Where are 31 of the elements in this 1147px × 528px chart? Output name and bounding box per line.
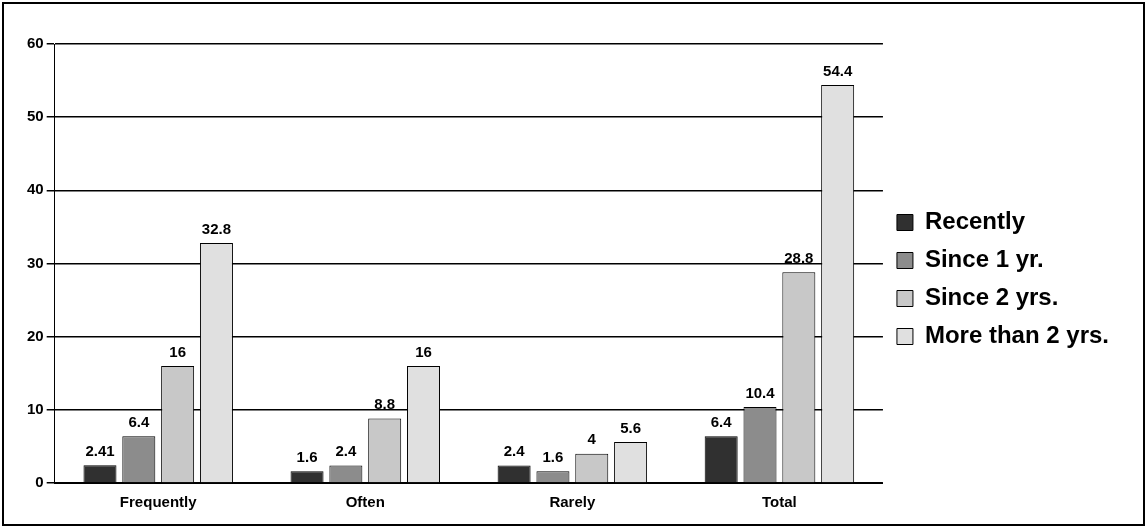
- data-label: 4: [587, 430, 597, 448]
- y-tick-label: 20: [27, 326, 44, 344]
- legend-label: More than 2 yrs.: [924, 321, 1110, 349]
- x-tick-label: Frequently: [119, 493, 198, 511]
- data-label: 1.6: [542, 447, 564, 465]
- data-label: 16: [415, 342, 432, 360]
- data-label: 32.8: [201, 219, 232, 237]
- legend-label: Since 1 yr.: [924, 245, 1044, 273]
- y-tick-label: 10: [27, 399, 44, 417]
- data-label: 28.8: [784, 248, 814, 266]
- y-tick-label: 30: [27, 253, 44, 271]
- data-label: 2.4: [335, 442, 357, 460]
- legend-label: Recently: [924, 207, 1026, 235]
- legend-label: Since 2 yrs.: [924, 283, 1059, 311]
- data-label: 8.8: [374, 395, 396, 413]
- x-tick-label: Often: [345, 493, 385, 511]
- data-label: 1.6: [296, 447, 318, 465]
- data-label: 6.4: [710, 412, 733, 430]
- x-tick-label: Total: [762, 493, 797, 511]
- data-label: 5.6: [620, 418, 642, 436]
- y-tick-label: 0: [35, 473, 44, 491]
- y-tick-label: 60: [27, 34, 44, 52]
- data-label: 16: [169, 342, 186, 360]
- data-label: 2.41: [85, 442, 115, 460]
- data-label: 6.4: [128, 412, 150, 430]
- x-tick-label: Rarely: [549, 493, 596, 511]
- y-tick-label: 50: [27, 107, 44, 125]
- data-label: 10.4: [745, 383, 776, 401]
- data-label: 2.4: [503, 442, 526, 460]
- y-tick-label: 40: [27, 180, 44, 198]
- data-label: 54.4: [823, 61, 853, 79]
